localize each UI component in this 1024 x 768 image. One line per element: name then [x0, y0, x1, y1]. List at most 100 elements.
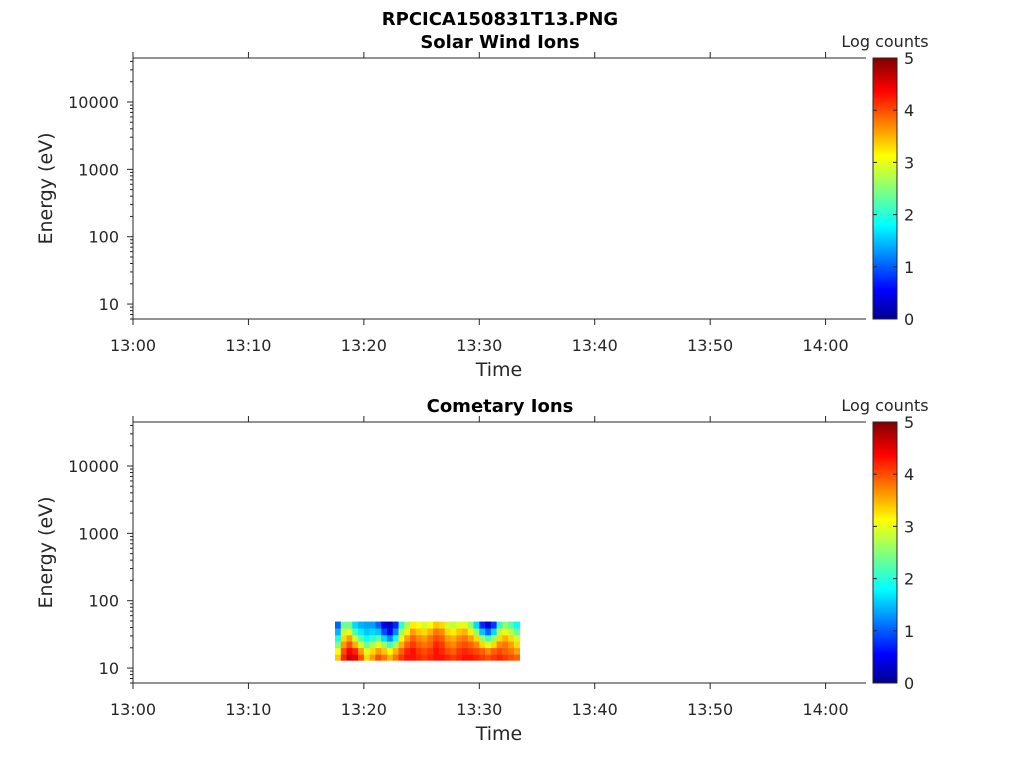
heatmap-cell	[490, 621, 497, 629]
heatmap-cell	[433, 634, 440, 642]
heatmap-cell	[461, 647, 469, 655]
heatmap-cell	[421, 641, 428, 649]
heatmap-cell	[479, 628, 486, 636]
heatmap-cell	[461, 641, 469, 649]
heatmap-cell	[369, 621, 376, 629]
colorbar-tick-label: 5	[904, 49, 914, 68]
heatmap-cell	[421, 621, 428, 629]
heatmap-cell	[340, 654, 347, 661]
heatmap-cell	[508, 647, 515, 655]
heatmap-cell	[410, 654, 417, 661]
heatmap-cell	[381, 621, 388, 629]
heatmap-cell	[363, 647, 370, 655]
heatmap-cell	[340, 621, 347, 629]
heatmap-cell	[346, 654, 353, 661]
heatmap-cell	[386, 647, 394, 655]
heatmap-cell	[369, 654, 376, 661]
heatmap-cell	[456, 621, 463, 629]
heatmap-cell	[369, 641, 376, 649]
heatmap-cell	[427, 628, 434, 636]
heatmap-cell	[427, 621, 434, 629]
heatmap-cell	[375, 634, 382, 642]
heatmap-cell	[473, 628, 480, 636]
heatmap-cell	[473, 634, 480, 642]
heatmap-cell	[450, 654, 457, 661]
heatmap-cell	[467, 634, 474, 642]
heatmap-cell	[392, 621, 399, 629]
heatmap-cell	[473, 641, 480, 649]
heatmap-cell	[335, 641, 342, 649]
heatmap-cell	[450, 634, 457, 642]
heatmap-cell	[363, 634, 370, 642]
heatmap-cell	[444, 634, 451, 642]
colorbar	[872, 421, 898, 684]
heatmap-cell	[335, 654, 342, 661]
heatmap-cell	[461, 628, 469, 636]
heatmap-cell	[410, 628, 417, 636]
heatmap-cell	[398, 634, 405, 642]
heatmap-cell	[496, 621, 503, 629]
heatmap-cell	[438, 654, 445, 661]
heatmap-cell	[438, 634, 445, 642]
heatmap-cell	[392, 628, 399, 636]
y-tick-label: 100	[88, 228, 119, 247]
heatmap-cell	[398, 654, 405, 661]
heatmap-cell	[363, 641, 370, 649]
colorbar-tick-label: 3	[904, 517, 914, 536]
heatmap-cell	[496, 628, 503, 636]
heatmap-cell	[479, 634, 486, 642]
heatmap-cell	[398, 621, 405, 629]
heatmap-cell	[335, 628, 342, 636]
heatmap-cell	[490, 634, 497, 642]
x-tick-label: 13:40	[572, 700, 618, 719]
heatmap-cell	[375, 621, 382, 629]
x-tick-label: 13:10	[225, 336, 271, 355]
heatmap-cell	[398, 647, 405, 655]
heatmap-cell	[479, 647, 486, 655]
x-tick-label: 13:00	[110, 336, 156, 355]
y-tick-label: 100	[88, 592, 119, 611]
heatmap-cell	[335, 647, 342, 655]
y-tick-label: 10000	[68, 93, 119, 112]
heatmap-cell	[415, 621, 422, 629]
heatmap-cell	[485, 654, 492, 661]
heatmap-cell	[386, 641, 394, 649]
colorbar-tick-label: 4	[904, 101, 914, 120]
colorbar-tick-label: 4	[904, 465, 914, 484]
heatmap-cell	[433, 641, 440, 649]
heatmap-cell	[375, 628, 382, 636]
colorbar-tick-label: 1	[904, 622, 914, 641]
heatmap-cell	[421, 628, 428, 636]
heatmap-cell	[427, 634, 434, 642]
heatmap-cell	[404, 621, 411, 629]
cometary-panel: 13:00 13:10 13:20 13:30 13:40 13:50 14:0010100…	[35, 396, 929, 745]
heatmap-cell	[346, 634, 353, 642]
y-tick-label: 1000	[78, 160, 119, 179]
heatmap-cell	[352, 621, 359, 629]
heatmap-cell	[375, 654, 382, 661]
heatmap-cell	[456, 628, 463, 636]
heatmap-cell	[496, 647, 503, 655]
heatmap-cell	[415, 641, 422, 649]
heatmap-cell	[386, 654, 394, 661]
heatmap-cell	[496, 641, 503, 649]
x-tick-label: 13:20	[341, 336, 387, 355]
heatmap-cell	[508, 641, 515, 649]
heatmap-cell	[502, 647, 509, 655]
heatmap-cell	[375, 647, 382, 655]
heatmap-cell	[490, 647, 497, 655]
x-tick-label: 13:30	[456, 700, 502, 719]
heatmap-cell	[485, 621, 492, 629]
heatmap-cell	[444, 621, 451, 629]
colorbar-tick-label: 2	[904, 570, 914, 589]
heatmap-cell	[381, 654, 388, 661]
heatmap-cell	[381, 647, 388, 655]
heatmap-cell	[352, 634, 359, 642]
x-tick-label: 13:30	[456, 336, 502, 355]
heatmap-cell	[410, 634, 417, 642]
colorbar-tick-label: 1	[904, 258, 914, 277]
y-tick-label: 10	[99, 659, 119, 678]
heatmap-cell	[450, 628, 457, 636]
heatmap-cell	[473, 654, 480, 661]
